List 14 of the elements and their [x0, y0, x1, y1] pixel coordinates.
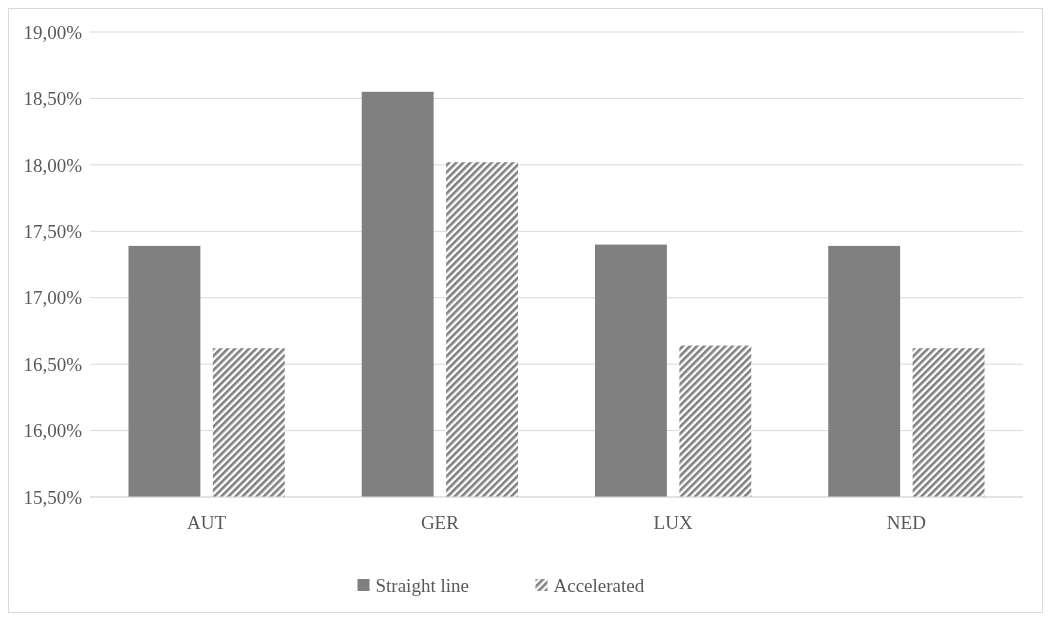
- legend-label: Straight line: [375, 574, 469, 596]
- y-tick-label: 17,50%: [23, 220, 83, 242]
- x-tick-label: GER: [420, 512, 460, 533]
- x-tick-label: AUT: [187, 512, 227, 533]
- x-tick-label: LUX: [653, 512, 693, 533]
- y-tick-label: 16,50%: [23, 353, 83, 375]
- x-tick-label: NED: [886, 512, 926, 533]
- y-tick-label: 18,50%: [23, 88, 83, 110]
- y-tick-label: 18,00%: [23, 154, 83, 176]
- y-tick-label: 15,50%: [23, 486, 83, 508]
- legend-label: Accelerated: [553, 574, 645, 596]
- y-tick-label: 16,00%: [23, 420, 83, 442]
- y-tick-label: 17,00%: [23, 287, 83, 309]
- y-tick-label: 19,00%: [23, 21, 83, 43]
